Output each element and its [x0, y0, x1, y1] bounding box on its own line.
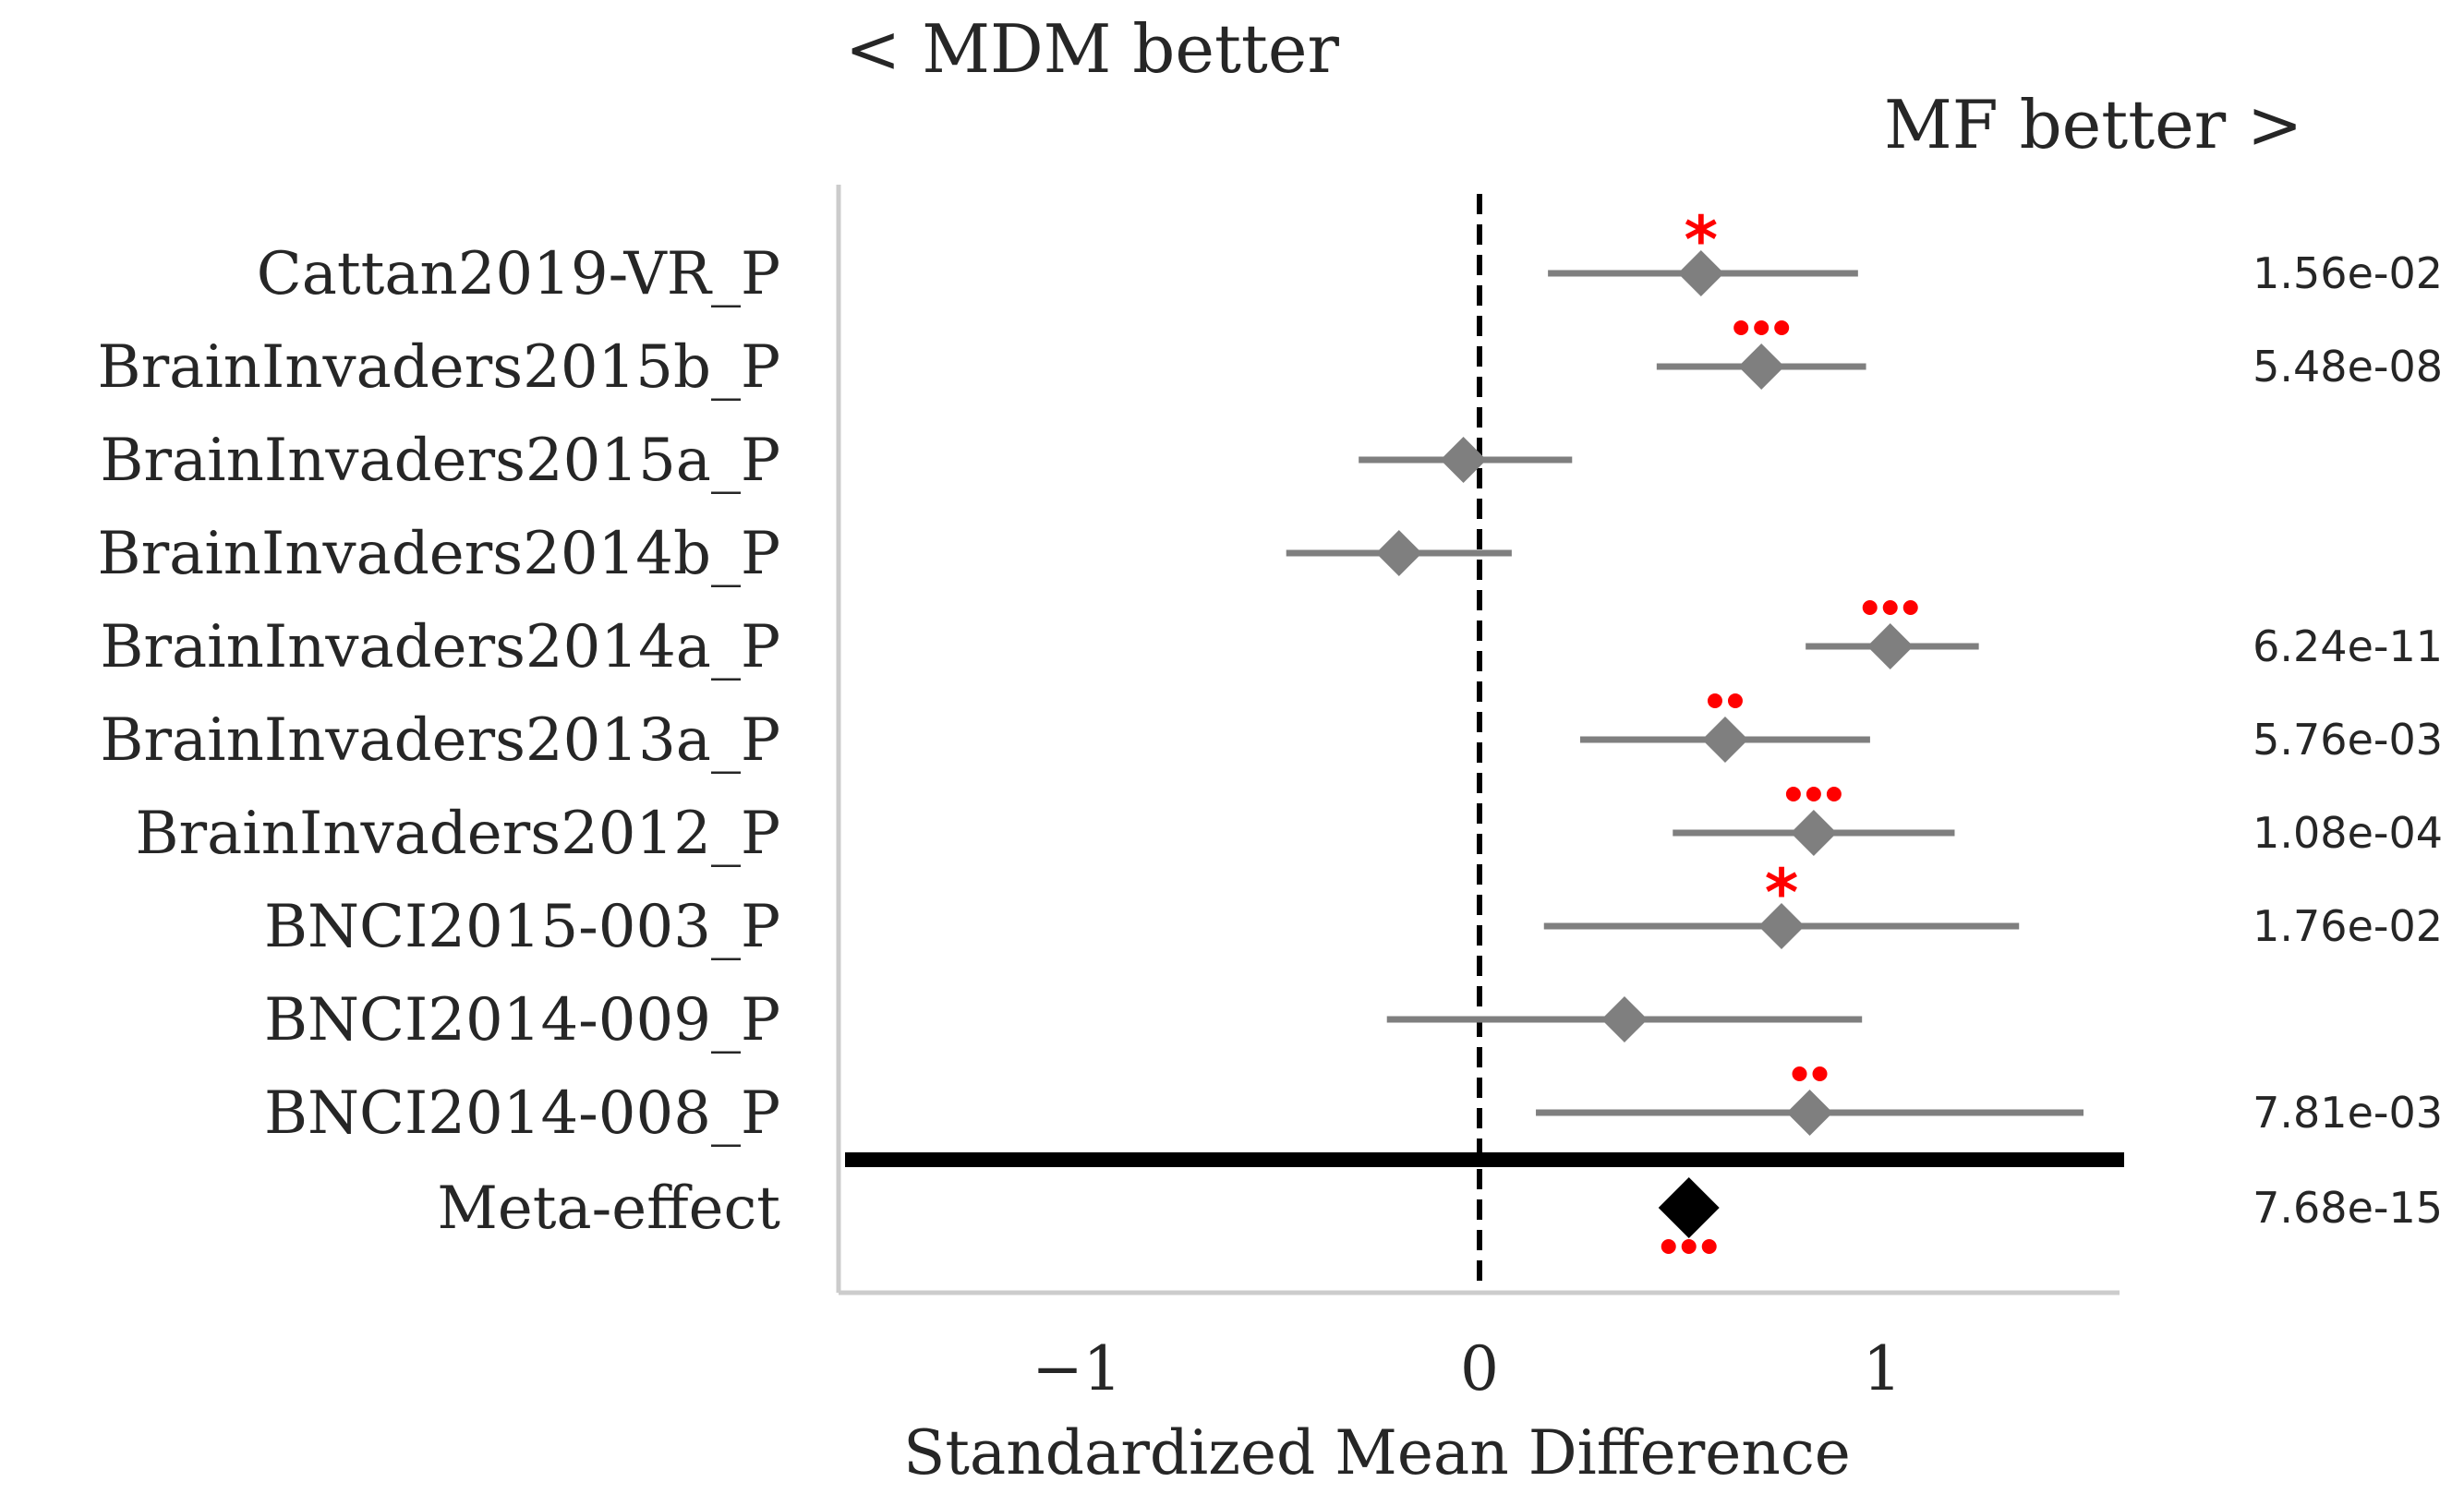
study-label: BNCI2014-008_P: [264, 1079, 780, 1148]
meta-effect-label: Meta-effect: [437, 1175, 780, 1243]
significance-dot: [1733, 320, 1749, 335]
meta-p-value-label: 7.68e-15: [2253, 1183, 2443, 1233]
effect-size-marker: [1866, 623, 1914, 669]
study-label: BrainInvaders2012_P: [136, 800, 781, 868]
significance-dot: [1826, 787, 1842, 801]
significance-stars: *: [1684, 202, 1718, 278]
significance-dot: [1862, 600, 1878, 615]
significance-dot: [1792, 1066, 1807, 1081]
x-tick-label: −1: [1032, 1333, 1121, 1404]
significance-dot: [1681, 1239, 1697, 1254]
effect-size-marker: [1738, 343, 1785, 390]
left-annotation: < MDM better: [845, 10, 1339, 88]
p-value-label: 1.76e-02: [2253, 901, 2443, 951]
study-label: BNCI2014-009_P: [264, 986, 780, 1054]
meta-significance-stars: [1661, 1239, 1717, 1254]
p-value-label: 1.08e-04: [2253, 808, 2443, 858]
x-tick-label: 1: [1863, 1333, 1902, 1404]
significance-stars: [1707, 693, 1743, 708]
p-value-label: 5.76e-03: [2253, 715, 2443, 765]
study-label: BrainInvaders2015b_P: [98, 333, 780, 402]
significance-dot: [1661, 1239, 1676, 1254]
significance-dot: [1707, 693, 1722, 708]
x-axis-label: Standardized Mean Difference: [903, 1417, 1851, 1488]
significance-dot: [1882, 600, 1898, 615]
p-value-label: 1.56e-02: [2253, 248, 2443, 298]
effect-size-marker: [1677, 250, 1724, 296]
effect-size-marker: [1701, 717, 1748, 763]
study-label: BrainInvaders2013a_P: [100, 706, 780, 775]
study-rows: Cattan2019-VR_P * 1.56e-02 BrainInvaders201…: [98, 202, 2443, 1254]
significance-dot: [1754, 320, 1769, 335]
significance-dot: [1701, 1239, 1717, 1254]
significance-stars: *: [1765, 855, 1799, 931]
study-label: BrainInvaders2014a_P: [100, 613, 780, 681]
effect-size-marker: [1786, 1090, 1833, 1136]
significance-dot: [1902, 600, 1918, 615]
axes: −1 0 1: [836, 185, 2120, 1404]
effect-size-marker: [1375, 530, 1422, 576]
effect-size-marker: [1600, 996, 1648, 1042]
study-label: Cattan2019-VR_P: [257, 240, 780, 308]
significance-dot: [1774, 320, 1790, 335]
meta-effect-marker: [1658, 1177, 1720, 1238]
significance-dot: [1806, 787, 1821, 801]
p-value-label: 6.24e-11: [2253, 621, 2443, 671]
study-label: BrainInvaders2014b_P: [98, 520, 780, 588]
significance-stars: [1792, 1066, 1828, 1081]
study-label: BNCI2015-003_P: [264, 893, 780, 961]
effect-size-marker: [1758, 903, 1805, 949]
significance-stars: [1862, 600, 1918, 615]
significance-dot: [1812, 1066, 1828, 1081]
p-value-label: 7.81e-03: [2253, 1088, 2443, 1138]
p-value-label: 5.48e-08: [2253, 342, 2443, 392]
study-label: BrainInvaders2015a_P: [100, 427, 780, 495]
effect-size-marker: [1790, 810, 1837, 856]
significance-stars: [1785, 787, 1842, 801]
right-annotation: MF better >: [1884, 86, 2302, 163]
significance-dot: [1785, 787, 1801, 801]
significance-stars: [1733, 320, 1790, 335]
x-tick-label: 0: [1460, 1333, 1499, 1404]
significance-dot: [1727, 693, 1743, 708]
effect-size-marker: [1440, 437, 1487, 483]
